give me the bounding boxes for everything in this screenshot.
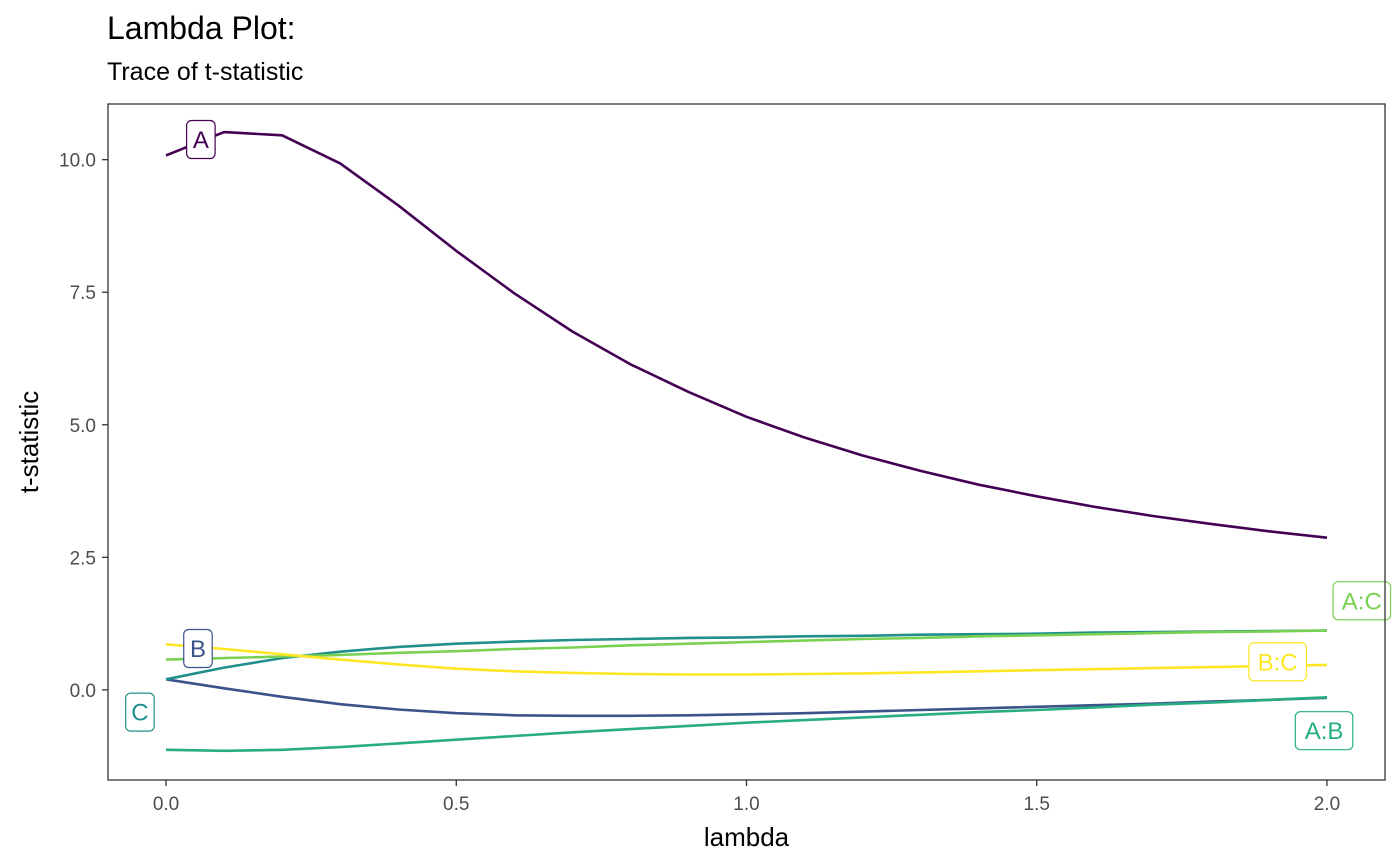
series-label-a-c: A:C [1332,581,1392,621]
x-tick-label: 0.5 [443,794,469,815]
label-layer: A B C A:B A:C B:C [125,119,1392,751]
series-label-text: C [131,700,148,727]
series-label-text: A [193,127,209,154]
series-label-box [1248,642,1307,682]
chart-title: Lambda Plot: [107,10,296,46]
chart-subtitle: Trace of t-statistic [107,58,304,86]
x-tick-label: 2.0 [1314,794,1340,815]
series-line-a-c [165,629,1328,661]
series-label-c: C [125,692,155,732]
series-label-text: A:B [1305,718,1344,745]
series-label-text: B [190,636,206,663]
series-label-a-b: A:B [1294,711,1354,751]
x-tick-label: 0.0 [153,794,179,815]
series-label-b-c: B:C [1248,642,1307,682]
y-axis-title: t-statistic [14,391,44,494]
x-axis: 0.0 0.5 1.0 1.5 2.0 [153,780,1340,815]
y-tick-label: 7.5 [70,283,96,304]
y-axis: 0.0 2.5 5.0 7.5 10.0 [59,151,108,702]
series-label-b: B [183,628,213,669]
series-label-text: B:C [1258,649,1298,676]
series-label-box [183,628,213,669]
series-label-text: A:C [1342,588,1382,615]
series-label-box [186,119,216,160]
x-tick-label: 1.0 [733,794,759,815]
x-tick-label: 1.5 [1024,794,1050,815]
x-axis-title: lambda [704,822,790,852]
y-tick-label: 10.0 [59,151,96,172]
series-label-box [1332,581,1392,621]
series-line-b [165,678,1328,718]
series-layer [165,130,1328,753]
series-label-box [1294,711,1354,751]
series-line-b-c [165,643,1328,676]
panel-border [107,103,1386,781]
series-label-box [125,692,155,732]
y-tick-label: 2.5 [70,548,96,569]
series-line-a-b [165,696,1328,753]
y-tick-label: 0.0 [70,681,96,702]
y-tick-label: 5.0 [70,416,96,437]
series-line-a [165,130,1328,539]
series-label-a: A [186,119,216,160]
